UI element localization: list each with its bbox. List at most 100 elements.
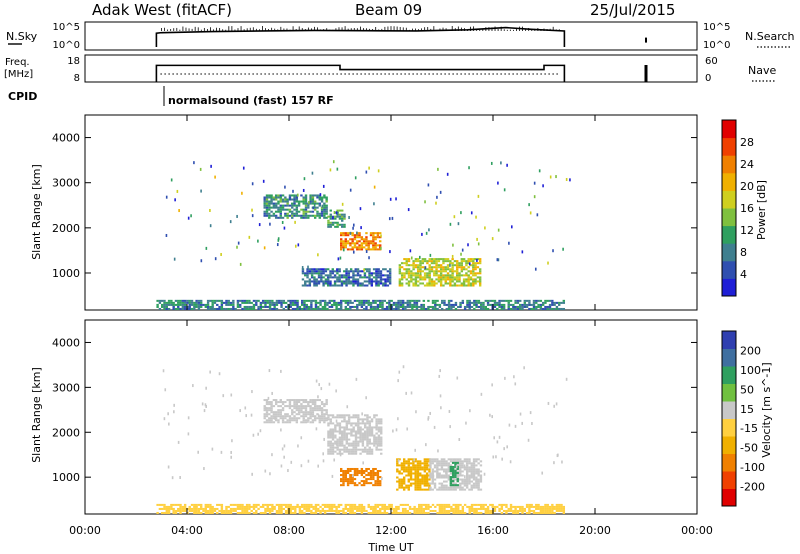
range-cell (288, 208, 292, 211)
range-cell (496, 303, 499, 306)
range-cell (323, 403, 326, 406)
range-cell (329, 270, 332, 273)
range-cell (314, 511, 318, 514)
scatter-cell (258, 223, 261, 227)
range-cell (383, 507, 387, 510)
range-cell (412, 266, 415, 269)
range-cell (451, 274, 454, 277)
range-cell (268, 503, 272, 506)
range-cell (351, 478, 354, 481)
colorbar-tick: 4 (740, 268, 747, 281)
range-cell (427, 299, 430, 302)
range-cell (433, 486, 437, 489)
range-cell (303, 503, 306, 506)
range-cell (474, 272, 477, 275)
range-cell (451, 465, 455, 468)
range-cell (388, 307, 391, 310)
range-cell (307, 401, 310, 404)
range-cell (167, 507, 171, 510)
range-cell (447, 305, 451, 308)
range-cell (474, 278, 477, 281)
scatter-cell (406, 427, 409, 431)
range-cell (195, 301, 198, 304)
range-cell (342, 509, 345, 512)
range-cell (374, 232, 377, 235)
range-cell (372, 236, 375, 239)
range-cell (351, 467, 354, 470)
range-cell (373, 414, 376, 417)
range-cell (232, 307, 235, 310)
range-cell (431, 458, 434, 461)
range-cell (268, 301, 272, 304)
range-cell (380, 426, 383, 429)
range-cell (342, 507, 345, 510)
range-cell (474, 268, 477, 271)
range-cell (412, 278, 415, 281)
range-cell (419, 460, 422, 463)
range-cell (446, 258, 450, 261)
range-cell (287, 507, 290, 510)
range-cell (544, 507, 547, 510)
range-cell (291, 507, 295, 510)
range-cell (322, 284, 325, 287)
range-cell (474, 282, 477, 285)
range-cell (475, 303, 478, 306)
range-cell (341, 436, 344, 439)
range-cell (442, 266, 445, 269)
range-cell (325, 417, 328, 420)
range-cell (319, 299, 322, 302)
range-cell (341, 442, 344, 445)
range-cell (347, 422, 351, 425)
scatter-cell (210, 164, 212, 168)
range-cell (460, 266, 464, 269)
range-cell (367, 242, 370, 245)
range-cell (274, 403, 278, 406)
range-cell (440, 503, 444, 506)
range-cell (469, 272, 473, 275)
range-cell (377, 440, 381, 443)
range-cell (388, 301, 391, 304)
range-cell (400, 480, 404, 483)
range-cell (449, 270, 452, 273)
range-cell (407, 478, 410, 481)
scatter-cell (432, 474, 435, 478)
scatter-cell (440, 406, 442, 410)
range-cell (319, 301, 322, 304)
range-cell (380, 436, 383, 439)
range-cell (372, 476, 375, 479)
range-cell (263, 421, 266, 424)
range-cell (349, 280, 353, 283)
range-cell (555, 507, 559, 510)
range-cell (519, 299, 522, 302)
range-cell (360, 305, 364, 308)
range-cell (368, 276, 371, 279)
range-cell (443, 468, 446, 471)
range-cell (358, 248, 361, 251)
range-cell (456, 280, 459, 283)
range-cell (344, 480, 347, 483)
colorbar-tick: 50 (740, 383, 754, 396)
range-cell (338, 217, 342, 220)
range-cell (363, 436, 367, 439)
range-cell (369, 248, 373, 251)
range-cell (408, 301, 412, 304)
range-cell (291, 206, 294, 209)
range-cell (310, 303, 313, 306)
range-cell (418, 305, 421, 308)
range-cell (386, 284, 390, 287)
range-cell (322, 272, 325, 275)
range-cell (323, 301, 327, 304)
range-cell (188, 299, 191, 302)
range-cell (408, 299, 412, 302)
range-cell (407, 284, 411, 287)
range-cell (440, 464, 444, 467)
range-cell (451, 272, 454, 275)
range-cell (452, 488, 455, 491)
range-cell (252, 305, 256, 308)
range-cell (514, 509, 517, 512)
scatter-cell (541, 471, 544, 475)
range-cell (444, 270, 447, 273)
range-cell (319, 307, 322, 310)
range-cell (343, 418, 346, 421)
x-tick-label: 00:00 (681, 524, 713, 537)
